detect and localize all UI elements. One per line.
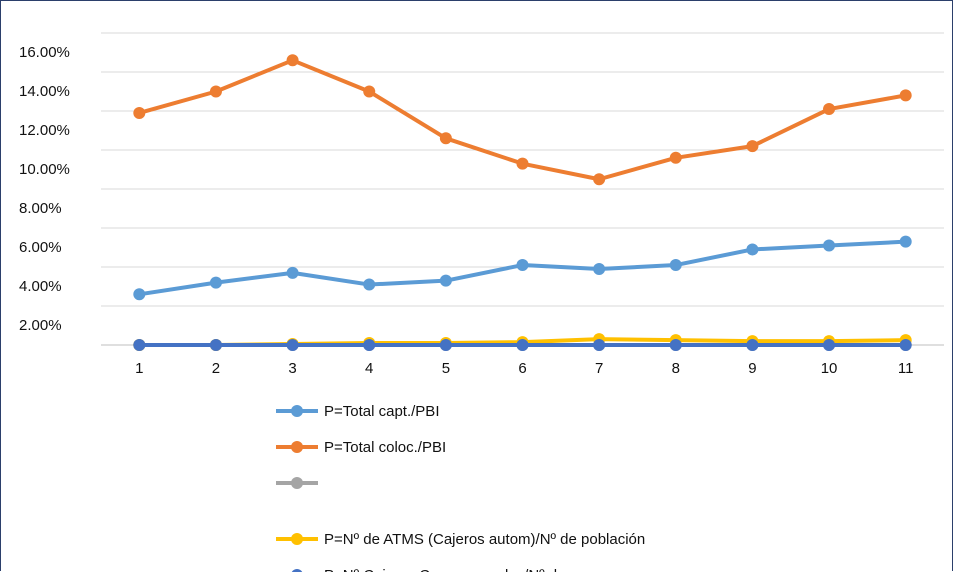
- data-point: [133, 339, 146, 351]
- y-tick-label: 16.00%: [19, 44, 70, 61]
- data-point: [209, 339, 222, 351]
- y-tick-label: 6.00%: [19, 239, 62, 256]
- x-tick-label: 7: [595, 360, 603, 377]
- data-point: [669, 339, 682, 351]
- data-point: [593, 339, 606, 351]
- legend-swatch-marker: [291, 477, 303, 489]
- series-1: [133, 235, 912, 301]
- data-point: [516, 157, 529, 170]
- x-tick-label: 2: [212, 360, 220, 377]
- legend-label: P=Nº Cajeros Corresponsales/Nº de: [324, 567, 565, 572]
- legend-entry: P=Total coloc./PBI: [276, 439, 446, 456]
- legend: P=Total capt./PBI P=Total coloc./PBI P=Nº …: [276, 403, 645, 577]
- x-tick-label: 6: [518, 360, 526, 377]
- y-axis-ticks: 2.00% 4.00% 6.00% 8.00% 10.00% 12.00% 14.00% 16…: [19, 44, 70, 334]
- data-point: [899, 339, 912, 351]
- x-tick-label: 1: [135, 360, 143, 377]
- y-tick-label: 14.00%: [19, 83, 70, 100]
- data-point: [133, 106, 146, 119]
- data-point: [133, 288, 146, 301]
- data-point: [286, 339, 299, 351]
- legend-entry: P=Nº Cajeros Corresponsales/Nº de: [276, 567, 565, 577]
- y-tick-label: 8.00%: [19, 200, 62, 217]
- y-tick-label: 2.00%: [19, 317, 62, 334]
- x-tick-label: 5: [442, 360, 450, 377]
- legend-entry: [276, 477, 318, 489]
- data-point: [439, 274, 452, 287]
- data-point: [746, 140, 759, 153]
- x-tick-label: 9: [748, 360, 756, 377]
- data-point: [363, 339, 376, 351]
- legend-swatch-marker: [291, 441, 303, 453]
- legend-label: P=Total capt./PBI: [324, 403, 439, 420]
- data-point: [669, 151, 682, 164]
- data-point: [593, 262, 606, 275]
- gridlines: [101, 32, 944, 346]
- legend-swatch-marker: [291, 405, 303, 417]
- data-point: [593, 173, 606, 186]
- x-axis-ticks: 1 2 3 4 5 6 7 8 9 10 11: [135, 360, 913, 377]
- data-point: [439, 339, 452, 351]
- data-point: [363, 85, 376, 98]
- data-point: [286, 266, 299, 279]
- data-point: [823, 103, 836, 116]
- data-point: [363, 278, 376, 291]
- legend-label: P=Nº de ATMS (Cajeros autom)/Nº de pobla…: [324, 531, 645, 548]
- x-tick-label: 8: [672, 360, 680, 377]
- x-tick-label: 4: [365, 360, 373, 377]
- data-point: [746, 243, 759, 256]
- series-2: [133, 54, 912, 186]
- x-tick-label: 11: [898, 360, 914, 377]
- x-tick-label: 3: [288, 360, 296, 377]
- data-point: [746, 339, 759, 351]
- y-tick-label: 10.00%: [19, 161, 70, 178]
- series-5: [133, 339, 912, 351]
- legend-label: P=Total coloc./PBI: [324, 439, 446, 456]
- series-lines: [133, 54, 912, 351]
- data-point: [439, 132, 452, 145]
- data-point: [899, 89, 912, 102]
- data-point: [823, 239, 836, 252]
- data-point: [209, 85, 222, 98]
- legend-entry: P=Nº de ATMS (Cajeros autom)/Nº de pobla…: [276, 531, 645, 548]
- data-point: [669, 259, 682, 272]
- data-point: [516, 339, 529, 351]
- data-point: [516, 259, 529, 272]
- data-point: [209, 276, 222, 289]
- data-point: [823, 339, 836, 351]
- y-tick-label: 12.00%: [19, 122, 70, 139]
- x-tick-label: 10: [821, 360, 838, 377]
- data-point: [899, 235, 912, 248]
- data-point: [286, 54, 299, 67]
- y-tick-label: 4.00%: [19, 278, 62, 295]
- legend-swatch-marker: [291, 533, 303, 545]
- legend-entry: P=Total capt./PBI: [276, 403, 439, 420]
